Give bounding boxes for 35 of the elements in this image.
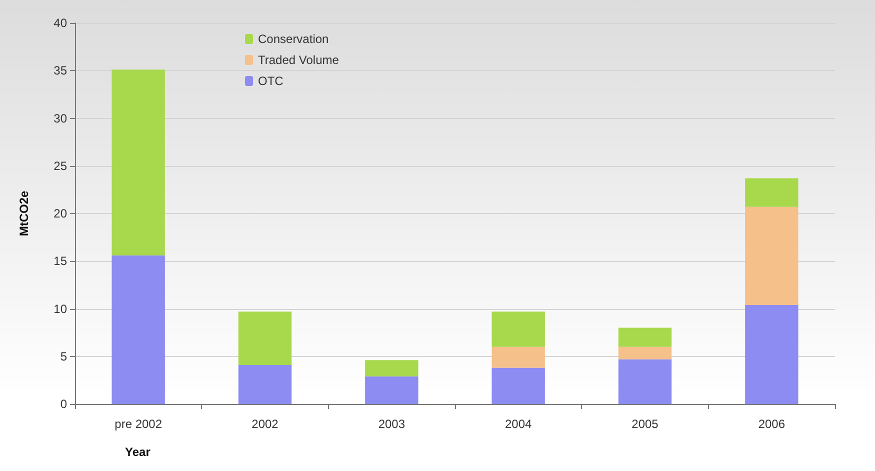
bar (492, 346, 545, 368)
y-tick-label: 10 (54, 302, 68, 316)
legend-label: Conservation (258, 32, 329, 46)
x-tick-label: pre 2002 (114, 417, 162, 431)
bar (492, 312, 545, 347)
bar (618, 359, 672, 404)
x-tick-label: 2004 (504, 417, 532, 431)
y-tick-label: 15 (54, 254, 68, 268)
y-tick-label: 5 (60, 349, 68, 364)
y-tick-label: 40 (54, 16, 68, 30)
x-tick-label: 2006 (758, 417, 786, 431)
y-tick-label: 25 (54, 158, 68, 173)
x-axis-title: Year (125, 445, 151, 459)
bar (238, 312, 292, 365)
bar (112, 255, 165, 404)
y-tick-label: 0 (60, 397, 68, 411)
bar (365, 376, 418, 404)
bar (745, 304, 798, 404)
x-tick-label: 2003 (378, 417, 406, 431)
bar (618, 328, 672, 347)
bar (365, 360, 418, 376)
legend-label: OTC (258, 74, 284, 88)
x-tick-label: 2005 (632, 417, 659, 431)
bar (492, 368, 545, 404)
y-tick-label: 35 (54, 64, 68, 78)
bar (112, 70, 165, 256)
y-tick-label: 20 (54, 206, 68, 220)
bar (618, 346, 672, 360)
y-axis-title: MtCO2e (17, 190, 31, 236)
bar (238, 364, 292, 404)
bar (745, 178, 798, 207)
legend-label: Traded Volume (258, 53, 340, 67)
y-tick-label: 30 (54, 111, 68, 126)
x-tick-label: 2002 (252, 417, 279, 431)
bar (745, 206, 798, 305)
